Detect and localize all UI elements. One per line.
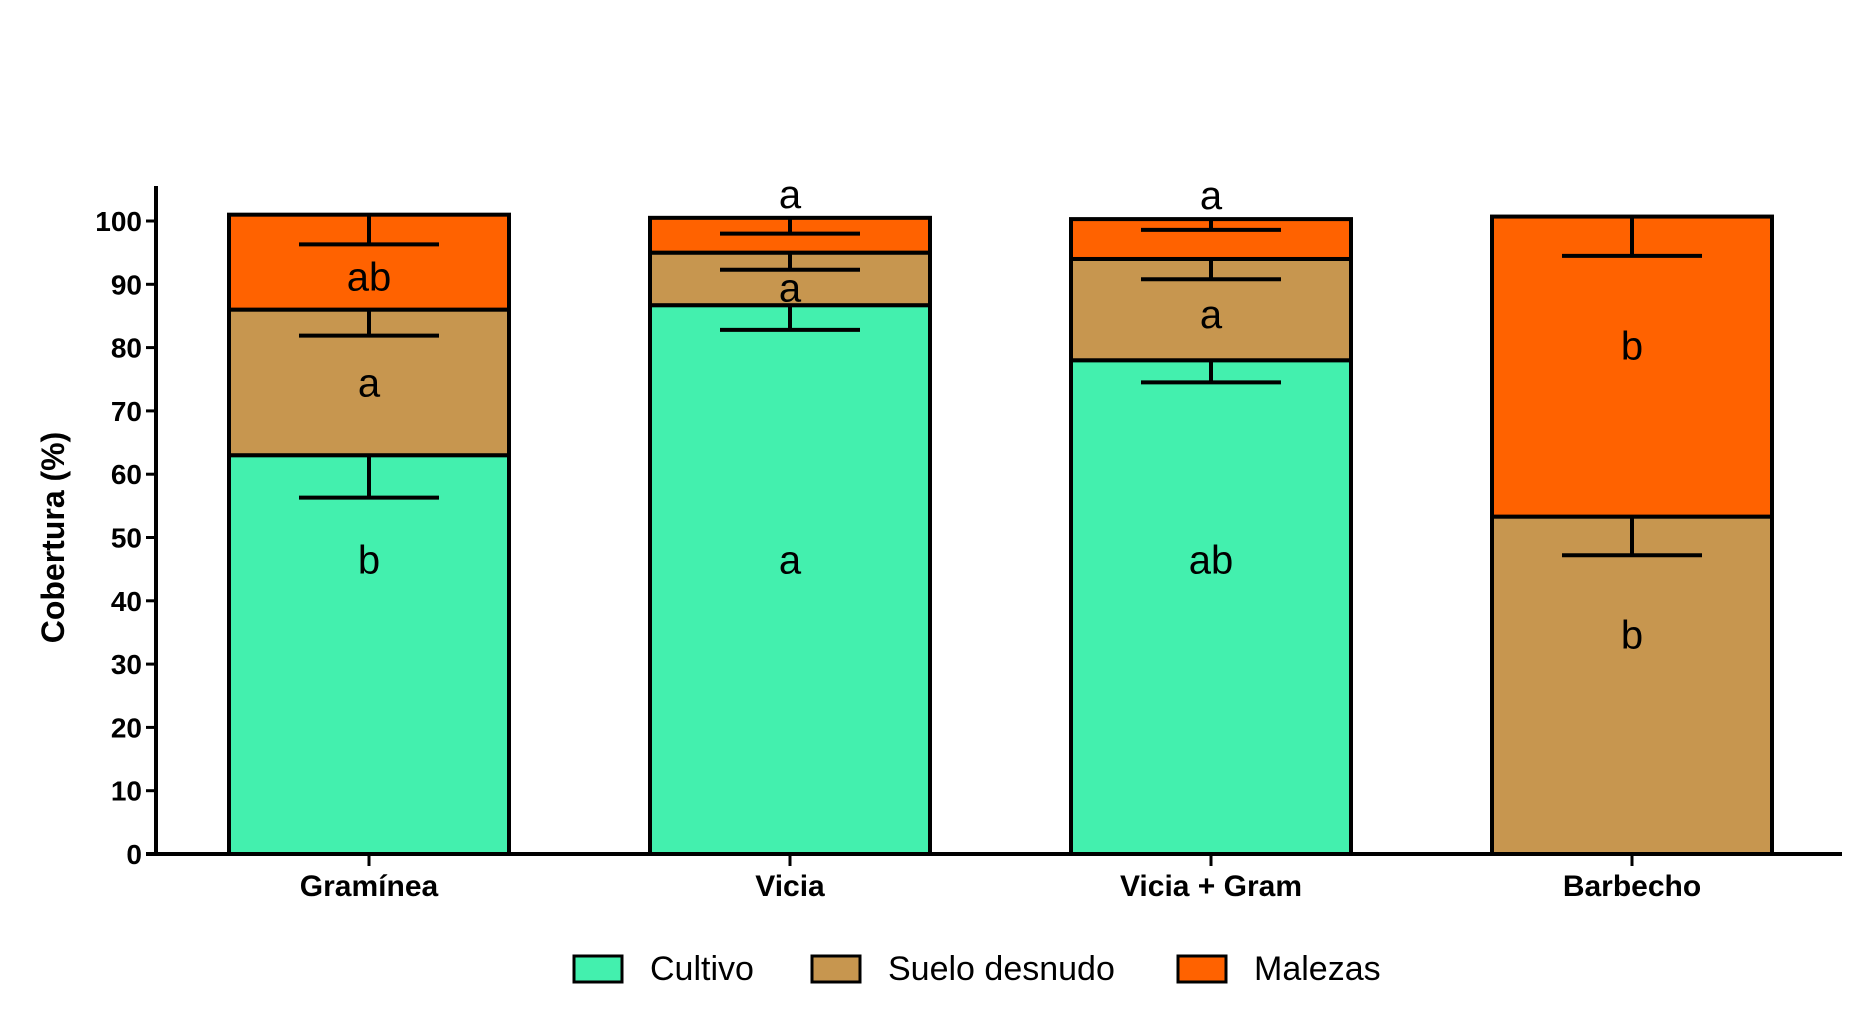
- significance-letter: a: [358, 361, 381, 405]
- significance-letter: b: [1621, 613, 1643, 657]
- bar-segment-malezas: [1490, 214, 1774, 519]
- x-tick-label: Barbecho: [1563, 870, 1701, 903]
- y-tick-label: 40: [111, 586, 142, 617]
- y-axis-label: Cobertura (%): [35, 432, 71, 644]
- bar-segment-suelo-desnudo: [1490, 514, 1774, 857]
- legend-swatch: [1176, 954, 1228, 984]
- significance-letter: a: [779, 173, 802, 217]
- bar-segment-suelo-desnudo: [648, 250, 932, 308]
- bar-segment-cultivo: [1069, 358, 1353, 856]
- y-tick-label: 20: [111, 712, 142, 743]
- y-tick-label: 70: [111, 396, 142, 427]
- bar-segment-cultivo: [227, 453, 511, 856]
- y-tick-label: 80: [111, 333, 142, 364]
- legend-label: Malezas: [1254, 950, 1381, 988]
- y-tick-label: 100: [95, 206, 142, 237]
- legend-swatch: [810, 954, 862, 984]
- significance-letter: a: [779, 266, 802, 310]
- y-tick-label: 10: [111, 776, 142, 807]
- significance-letter: a: [1200, 293, 1223, 337]
- significance-letter: ab: [347, 256, 392, 300]
- y-tick-label: 50: [111, 523, 142, 554]
- significance-letter: b: [358, 539, 380, 583]
- significance-letter: a: [1200, 174, 1223, 218]
- y-tick-label: 30: [111, 649, 142, 680]
- significance-letter: b: [1621, 325, 1643, 369]
- legend-swatch: [572, 954, 624, 984]
- legend-label: Suelo desnudo: [888, 950, 1115, 988]
- y-tick-label: 0: [126, 839, 142, 870]
- legend-label: Cultivo: [650, 950, 754, 988]
- x-tick-label: Gramínea: [300, 870, 439, 903]
- x-tick-label: Vicia: [755, 870, 825, 903]
- y-tick-label: 60: [111, 459, 142, 490]
- significance-letter: a: [779, 539, 802, 583]
- significance-letter: ab: [1189, 539, 1234, 583]
- x-tick-label: Vicia + Gram: [1120, 870, 1302, 903]
- y-tick-label: 90: [111, 269, 142, 300]
